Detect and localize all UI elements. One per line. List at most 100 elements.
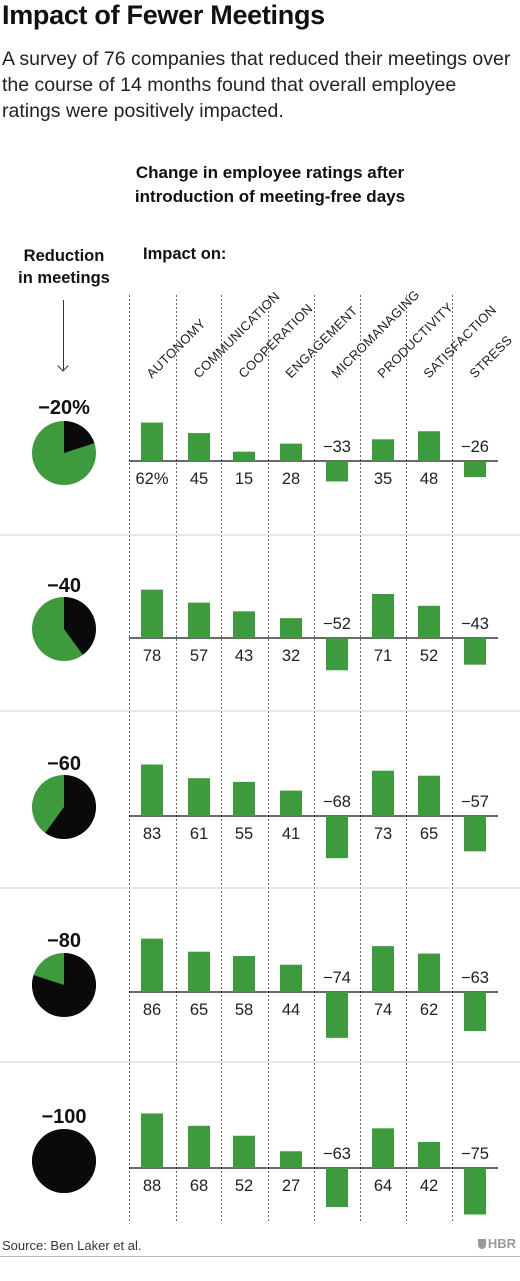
bar (141, 938, 163, 992)
data-label: 52 (420, 647, 438, 665)
bottom-rule (0, 1256, 520, 1257)
bar (418, 953, 440, 992)
source-note: Source: Ben Laker et al. (2, 1238, 142, 1253)
bar (464, 461, 486, 478)
bar (141, 764, 163, 816)
chart-subtitle: A survey of 76 companies that reduced th… (2, 48, 511, 122)
data-label: 44 (282, 1001, 300, 1019)
data-label: 83 (143, 825, 161, 843)
bar (188, 1125, 210, 1168)
brand-text: HBR (487, 1236, 516, 1251)
bar (418, 775, 440, 816)
bar (141, 422, 163, 461)
pie-reduction-slice (32, 1129, 96, 1193)
bar (464, 1168, 486, 1215)
chart-title: Impact of Fewer Meetings (2, 0, 325, 30)
data-label: 61 (190, 825, 208, 843)
data-label: 64 (374, 1177, 392, 1195)
bar (280, 1151, 302, 1168)
chart-heading-line-2: introduction of meeting-free days (134, 187, 406, 206)
bar (233, 1135, 255, 1168)
reduction-label: −100 (41, 1106, 86, 1128)
data-label: 71 (374, 647, 392, 665)
data-label: 28 (282, 470, 300, 488)
data-label: 15 (235, 470, 253, 488)
data-label: −33 (323, 438, 351, 456)
data-label: 27 (282, 1177, 300, 1195)
bar (188, 433, 210, 461)
reduction-heading: Reduction in meetings (0, 245, 128, 289)
data-label: 65 (190, 1001, 208, 1019)
bar (464, 638, 486, 665)
data-label: −57 (461, 793, 489, 811)
bar (280, 618, 302, 638)
bar (372, 593, 394, 638)
bar (326, 461, 348, 482)
data-label: 48 (420, 470, 438, 488)
data-label: 57 (190, 647, 208, 665)
bar (372, 770, 394, 816)
data-label: 58 (235, 1001, 253, 1019)
down-arrow-icon (63, 300, 64, 370)
bar (372, 1128, 394, 1168)
pie-reduction-slice (31, 953, 96, 1017)
bar (280, 964, 302, 992)
data-label: −68 (323, 793, 351, 811)
data-label: −63 (323, 1145, 351, 1163)
data-label: 68 (190, 1177, 208, 1195)
reduction-label: −80 (47, 930, 81, 952)
reduction-heading-line-2: in meetings (18, 269, 110, 287)
bar (372, 439, 394, 461)
data-label: 78 (143, 647, 161, 665)
data-label: 55 (235, 825, 253, 843)
data-label: −75 (461, 1145, 489, 1163)
data-label: 74 (374, 1001, 392, 1019)
pie-reduction-slice (64, 421, 95, 453)
bar (418, 605, 440, 638)
bar (280, 443, 302, 461)
impact-heading: Impact on: (143, 245, 227, 263)
data-label: 88 (143, 1177, 161, 1195)
data-label: 45 (190, 470, 208, 488)
data-label: 86 (143, 1001, 161, 1019)
data-label: 62 (420, 1001, 438, 1019)
bar (326, 638, 348, 671)
bar (188, 778, 210, 816)
bar (233, 781, 255, 816)
bar (280, 790, 302, 816)
bar (418, 1141, 440, 1168)
data-label: 41 (282, 825, 300, 843)
data-label: 35 (374, 470, 392, 488)
data-label: −63 (461, 969, 489, 987)
data-label: 42 (420, 1177, 438, 1195)
reduction-label: −40 (47, 575, 81, 597)
bar (233, 956, 255, 992)
bar (233, 451, 255, 461)
bar (141, 1113, 163, 1168)
bar (233, 611, 255, 638)
bar (188, 951, 210, 992)
data-label: 32 (282, 647, 300, 665)
bar (464, 816, 486, 852)
bar (141, 589, 163, 638)
data-label: −43 (461, 615, 489, 633)
bar (326, 816, 348, 859)
bar (326, 992, 348, 1038)
bar (188, 602, 210, 638)
bar (326, 1168, 348, 1208)
data-label: −26 (461, 438, 489, 456)
data-label: 52 (235, 1177, 253, 1195)
reduction-label: −60 (47, 753, 81, 775)
bar (418, 431, 440, 461)
data-label: 43 (235, 647, 253, 665)
data-label: 65 (420, 825, 438, 843)
chart-heading: Change in employee ratings after introdu… (60, 161, 480, 209)
pie-reduction-slice (45, 775, 96, 839)
data-label: −52 (323, 615, 351, 633)
data-label: 62% (135, 470, 168, 488)
bar (372, 946, 394, 992)
chart-heading-line-1: Change in employee ratings after (135, 163, 405, 182)
reduction-heading-line-1: Reduction (23, 247, 105, 265)
brand-logo: HBR (477, 1236, 516, 1251)
